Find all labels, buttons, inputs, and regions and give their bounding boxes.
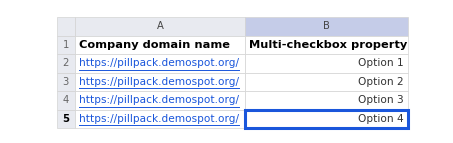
Bar [57,36,75,54]
Text: https://pillpack.demospot.org/: https://pillpack.demospot.org/ [79,95,239,105]
Bar [57,110,75,128]
Bar [245,54,408,73]
Text: https://pillpack.demospot.org/: https://pillpack.demospot.org/ [79,77,239,87]
Text: 4: 4 [63,95,69,105]
Text: B: B [323,21,330,31]
Bar [57,17,75,36]
Text: A: A [157,21,164,31]
Bar [57,73,75,91]
Bar [245,17,408,36]
Text: https://pillpack.demospot.org/: https://pillpack.demospot.org/ [79,58,239,68]
Text: https://pillpack.demospot.org/: https://pillpack.demospot.org/ [79,114,239,124]
Text: Multi-checkbox property: Multi-checkbox property [249,40,408,50]
Text: Option 3: Option 3 [358,95,404,105]
Text: Option 4: Option 4 [358,114,404,124]
Text: Option 1: Option 1 [358,58,404,68]
Bar [245,110,408,128]
Text: https://pillpack.demospot.org/: https://pillpack.demospot.org/ [79,77,239,87]
Bar [75,54,245,73]
Bar [75,36,245,54]
Text: Option 2: Option 2 [358,77,404,87]
Text: 1: 1 [63,40,69,50]
Bar [57,91,75,110]
Text: 2: 2 [63,58,69,68]
Text: 3: 3 [63,77,69,87]
Bar [75,73,245,91]
Bar [57,54,75,73]
Bar [245,36,408,54]
Text: 5: 5 [62,114,69,124]
Text: https://pillpack.demospot.org/: https://pillpack.demospot.org/ [79,58,239,68]
Bar [75,91,245,110]
Text: https://pillpack.demospot.org/: https://pillpack.demospot.org/ [79,95,239,105]
Bar [75,17,245,36]
Bar [75,110,245,128]
Bar [245,73,408,91]
Bar [245,91,408,110]
Text: https://pillpack.demospot.org/: https://pillpack.demospot.org/ [79,114,239,124]
Text: Company domain name: Company domain name [79,40,230,50]
